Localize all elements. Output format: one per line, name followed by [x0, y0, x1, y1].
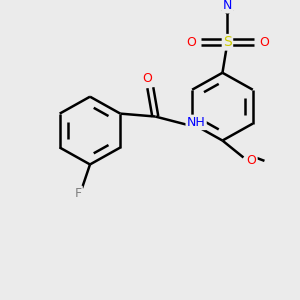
Text: N: N — [223, 0, 232, 12]
Text: F: F — [74, 187, 82, 200]
Text: S: S — [223, 35, 232, 49]
Text: O: O — [186, 36, 196, 49]
Text: O: O — [247, 154, 256, 167]
Text: O: O — [259, 36, 268, 49]
Text: NH: NH — [187, 116, 206, 129]
Text: O: O — [142, 71, 152, 85]
